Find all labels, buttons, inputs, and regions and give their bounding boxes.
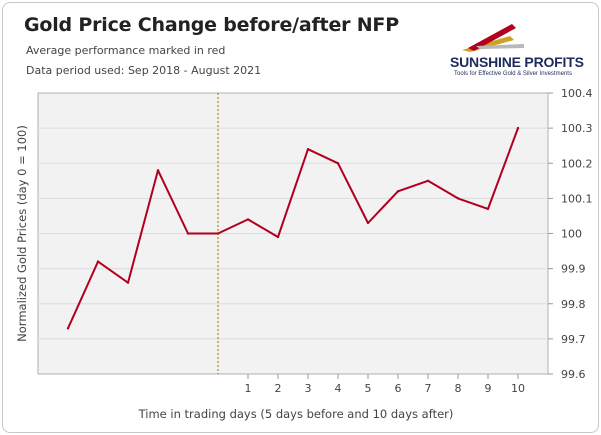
data-point [66, 327, 70, 330]
x-tick-label: 3 [305, 382, 312, 395]
data-point [276, 235, 280, 239]
y-tick-label: 99.6 [561, 368, 586, 381]
data-points [66, 126, 520, 330]
y-tick-label: 99.9 [561, 263, 586, 276]
logo-tagline: Tools for Effective Gold & Silver Invest… [454, 71, 572, 77]
y-tick-label: 100.3 [561, 122, 593, 135]
x-tick-label: 10 [511, 382, 525, 395]
sun-rays-icon [462, 24, 524, 52]
data-point [456, 197, 460, 200]
y-tick-label: 99.8 [561, 298, 586, 311]
data-point [516, 126, 520, 130]
chart-subtitle-average: Average performance marked in red [26, 44, 226, 57]
x-tick-label: 9 [485, 382, 492, 395]
chart-title: Gold Price Change before/after NFP [24, 14, 399, 36]
data-point [96, 260, 100, 263]
y-axis-ticks: 99.6 99.7 99.8 99.9 100 100.1 100.2 100.3 100.4 [548, 87, 593, 381]
data-point [366, 221, 370, 225]
x-tick-label: 2 [275, 382, 282, 395]
x-tick-label: 6 [395, 382, 402, 395]
y-tick-label: 100.1 [561, 192, 593, 205]
average-performance-line [67, 127, 519, 329]
data-point [336, 162, 340, 165]
y-tick-label: 99.7 [561, 333, 586, 346]
x-tick-label: 5 [365, 382, 372, 395]
logo-name: SUNSHINE PROFITS [450, 54, 584, 70]
x-axis-ticks: 1 2 3 4 5 6 7 8 9 10 [245, 374, 525, 395]
data-point [246, 218, 250, 221]
x-axis-label: Time in trading days (5 days before and … [138, 407, 454, 421]
gridlines [38, 127, 548, 340]
y-tick-label: 100.2 [561, 157, 593, 170]
data-point [426, 179, 430, 183]
x-tick-label: 1 [245, 382, 252, 395]
data-point [216, 232, 220, 235]
y-axis-label: Normalized Gold Prices (day 0 = 100) [15, 125, 29, 342]
y-tick-label: 100 [561, 228, 582, 241]
data-point [126, 281, 130, 284]
x-tick-label: 4 [335, 382, 342, 395]
chart-subtitle-period: Data period used: Sep 2018 - August 2021 [26, 64, 262, 77]
data-point [396, 190, 400, 193]
x-tick-label: 8 [455, 382, 462, 395]
x-tick-label: 7 [425, 382, 432, 395]
y-tick-label: 100.4 [561, 87, 593, 100]
sunshine-profits-logo: SUNSHINE PROFITS Tools for Effective Gol… [440, 14, 590, 84]
data-point [156, 169, 160, 172]
data-point [306, 148, 310, 151]
data-point [186, 232, 190, 235]
data-point [486, 207, 490, 211]
